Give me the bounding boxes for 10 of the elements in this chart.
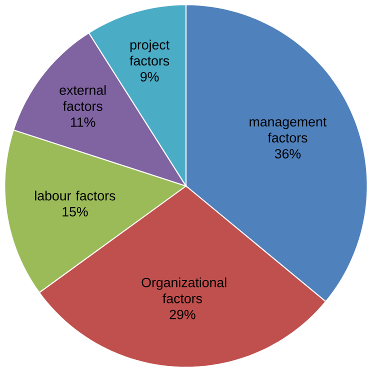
slice-label: management factors [250,118,327,142]
data-label: 11% [71,118,96,127]
slice-label: project factors [130,40,170,66]
slice-label: labour factors [35,190,116,200]
data-label: 36% [274,149,301,158]
data-label: 29% [170,310,196,320]
data-label: 15% [62,207,88,216]
slice-label: external factors [60,85,106,111]
slice-label: Organizational factors [142,277,226,304]
data-label: 9% [140,72,159,82]
